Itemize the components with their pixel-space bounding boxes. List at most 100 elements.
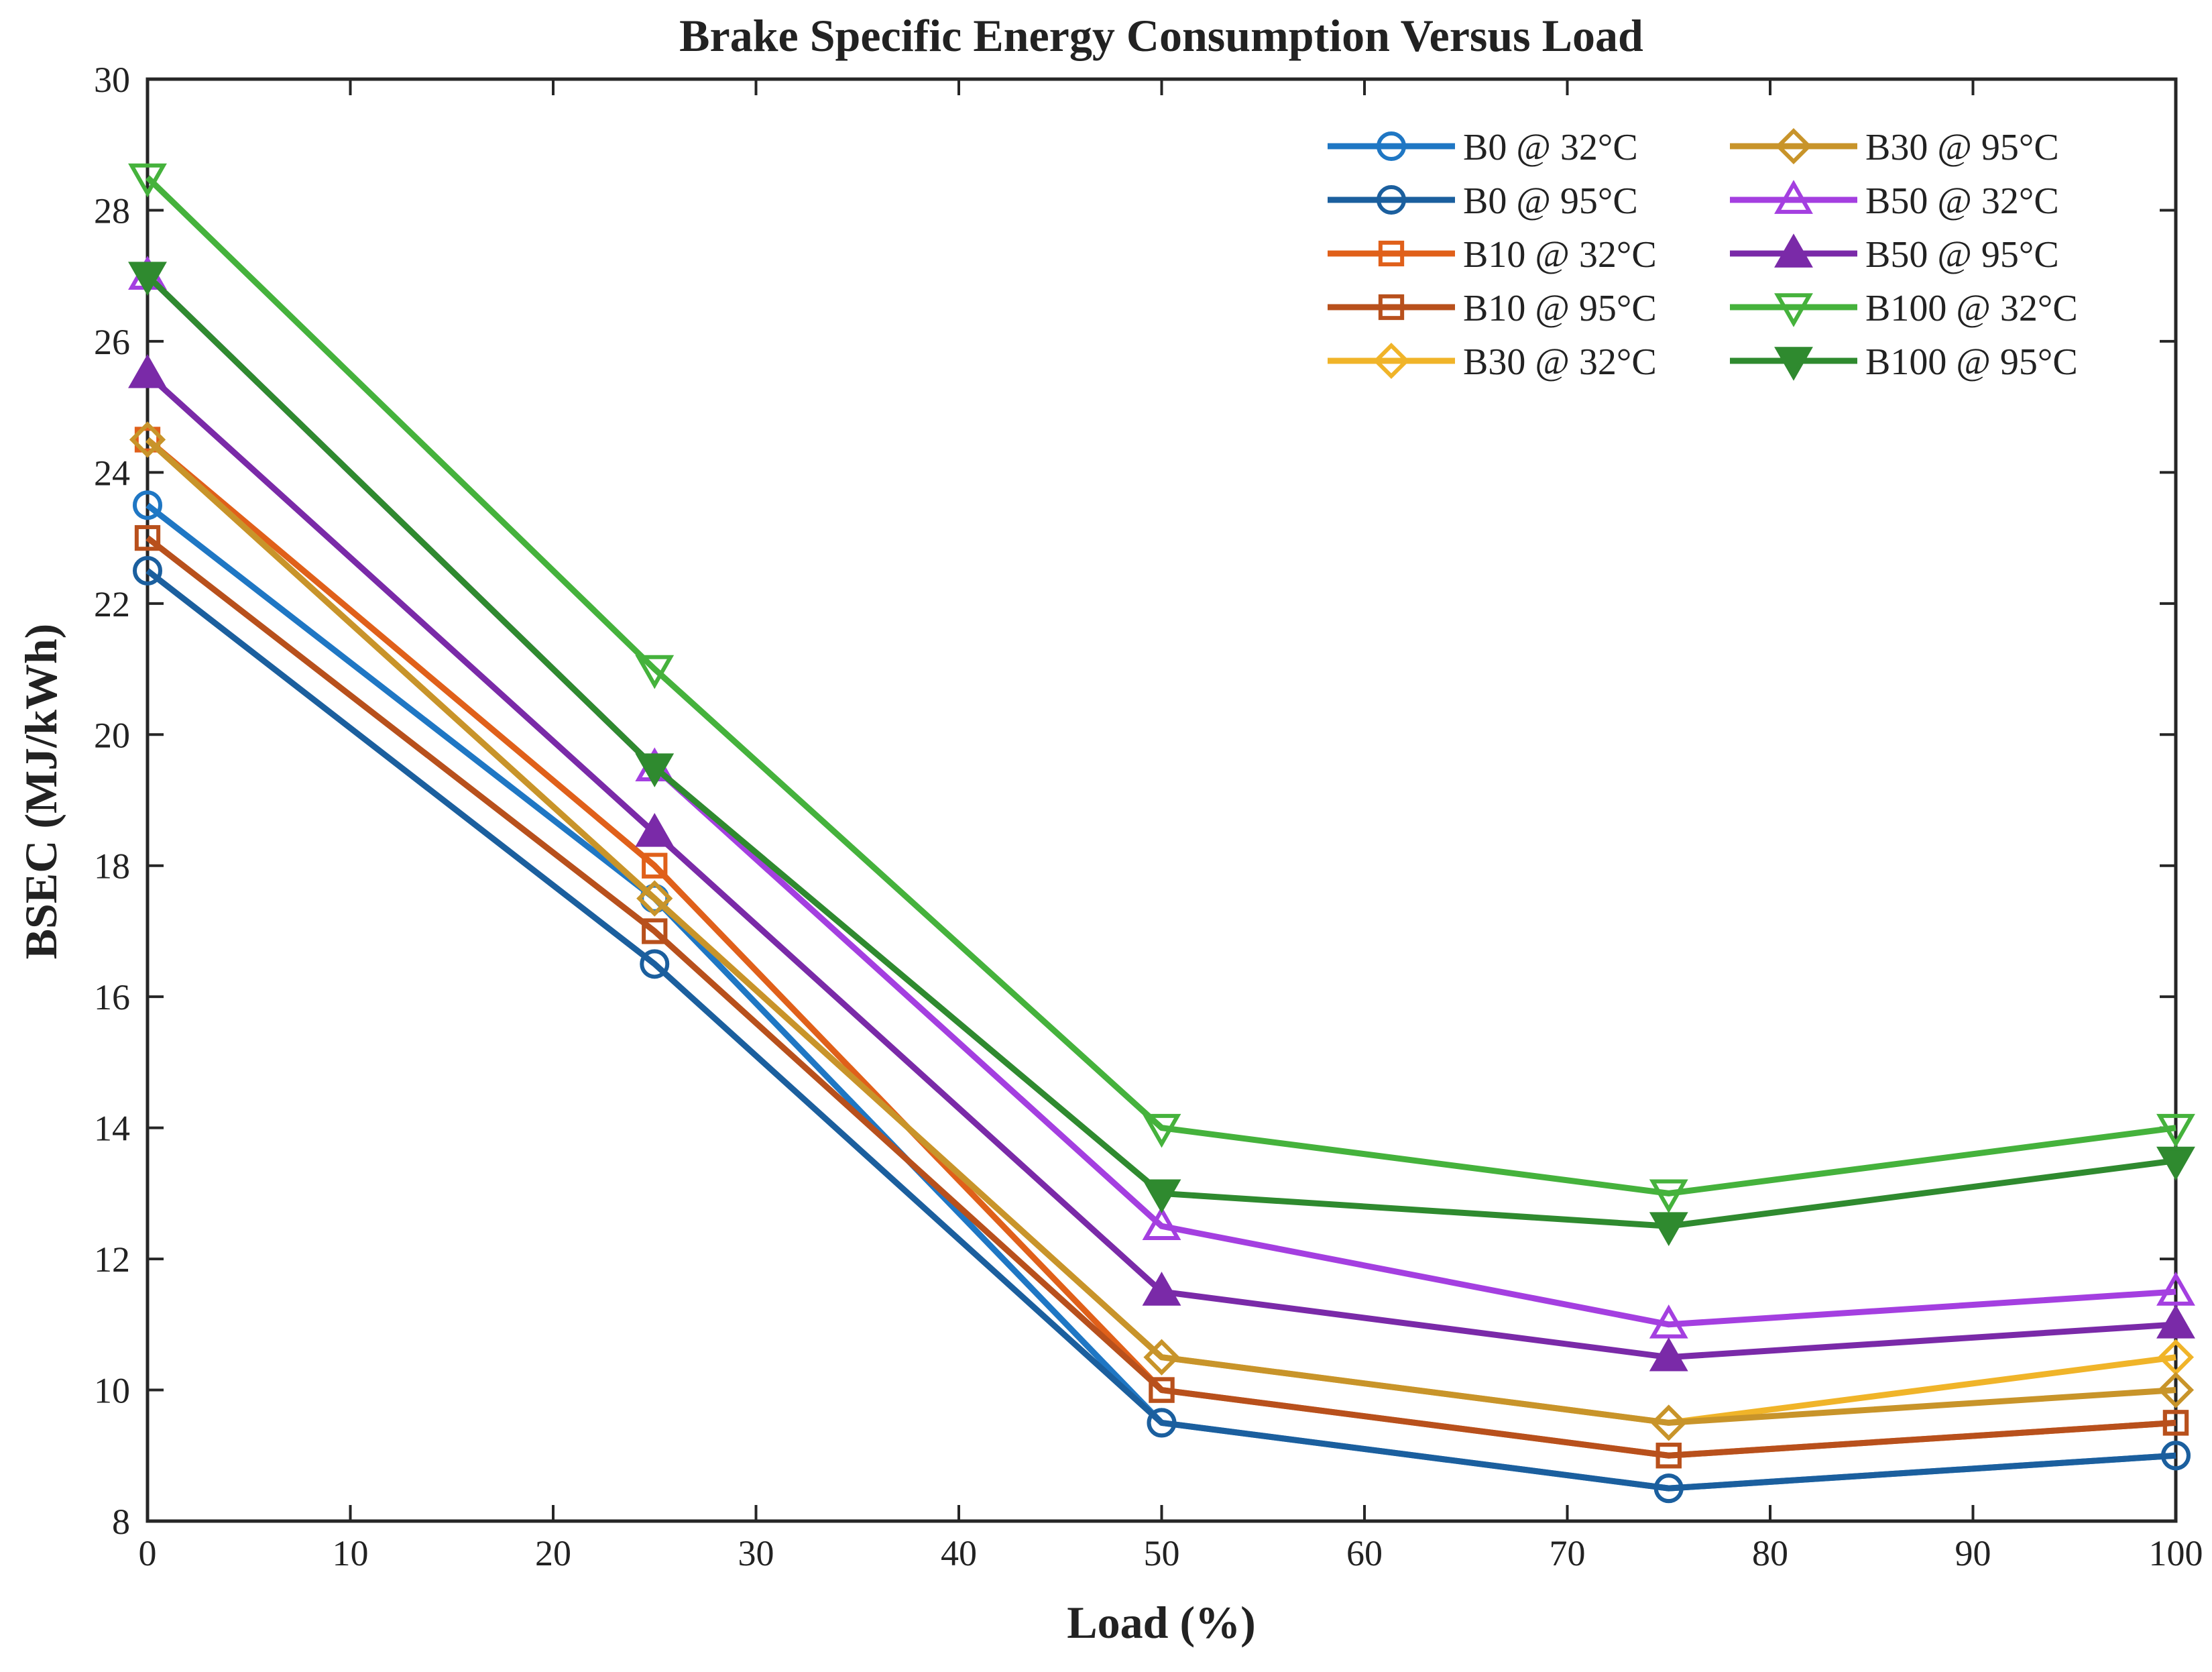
data-point — [1649, 1179, 1688, 1214]
series-line — [145, 568, 2176, 1492]
x-tick-label: 40 — [941, 1533, 977, 1573]
data-point — [128, 262, 167, 296]
data-point — [1655, 1443, 1682, 1469]
y-axis-label: BSEC (MJ/kWh) — [15, 624, 66, 960]
data-point — [642, 852, 668, 879]
y-tick-label: 28 — [94, 190, 130, 231]
legend-marker — [1774, 293, 1813, 327]
x-tick-label: 90 — [1955, 1533, 1991, 1573]
data-point — [1653, 1473, 1684, 1504]
data-point — [2156, 1272, 2195, 1306]
y-tick-label: 14 — [94, 1109, 130, 1149]
data-point — [635, 753, 675, 787]
legend-marker — [1378, 240, 1405, 267]
data-point — [128, 163, 167, 198]
x-tick-label: 50 — [1144, 1533, 1180, 1573]
x-tick-label: 70 — [1550, 1533, 1586, 1573]
legend: B0 @ 32°C B0 @ 95°C B10 @ 32°C B10 @ 95°C B3… — [1328, 127, 2078, 383]
data-point — [1142, 1179, 1181, 1214]
y-tick-label: 26 — [94, 322, 130, 362]
y-tick-label: 12 — [94, 1239, 130, 1280]
legend-label: B50 @ 95°C — [1865, 234, 2059, 276]
legend-marker — [1774, 347, 1813, 381]
y-tick-label: 18 — [94, 846, 130, 887]
legend-label: B10 @ 32°C — [1463, 234, 1657, 276]
series-line — [145, 175, 2176, 1196]
x-tick-label: 10 — [333, 1533, 369, 1573]
data-point — [1142, 1272, 1181, 1306]
y-tick-label: 24 — [94, 453, 130, 493]
y-tick-label: 22 — [94, 584, 130, 624]
data-point — [1147, 1408, 1177, 1438]
plot-layer: 0 10 20 30 40 50 60 70 80 90 100 8 10 12 14 16 18 20 22 24 2… — [94, 60, 2203, 1573]
legend-marker — [1775, 127, 1812, 165]
data-point — [133, 555, 162, 586]
legend-item: B50 @ 32°C — [1730, 180, 2059, 222]
series-line — [145, 273, 2176, 1229]
legend-item: B30 @ 95°C — [1730, 127, 2059, 168]
data-point — [2156, 1304, 2195, 1339]
x-tick-label: 0 — [139, 1533, 157, 1573]
series-b100-32-c — [128, 163, 2195, 1214]
legend-marker — [1774, 180, 1813, 214]
legend-item: B10 @ 95°C — [1328, 288, 1657, 329]
x-tick-label: 30 — [738, 1533, 774, 1573]
data-point — [129, 421, 166, 458]
legend-label: B0 @ 32°C — [1463, 127, 1638, 168]
data-point — [1143, 1339, 1180, 1376]
legend-item: B100 @ 32°C — [1730, 288, 2078, 329]
data-point — [2156, 1113, 2195, 1148]
data-point — [1649, 1304, 1688, 1339]
data-point — [134, 524, 161, 551]
legend-label: B10 @ 95°C — [1463, 288, 1657, 329]
legend-label: B30 @ 32°C — [1463, 341, 1657, 383]
x-tick-label: 100 — [2149, 1533, 2203, 1573]
data-point — [128, 353, 167, 388]
legend-label: B100 @ 32°C — [1865, 288, 2078, 329]
series-b100-95-c — [128, 262, 2195, 1247]
y-tick-label: 10 — [94, 1371, 130, 1411]
data-point — [134, 427, 161, 453]
legend-marker — [1373, 342, 1410, 380]
data-point — [1650, 1404, 1687, 1441]
data-point — [642, 918, 668, 944]
data-point — [2157, 1372, 2195, 1408]
legend-marker — [1377, 131, 1406, 161]
legend-item: B10 @ 32°C — [1328, 234, 1657, 276]
data-point — [1649, 1337, 1688, 1372]
legend-label: B30 @ 95°C — [1865, 127, 2059, 168]
series-b10-95-c — [134, 524, 2189, 1469]
legend-item: B0 @ 95°C — [1328, 180, 1638, 222]
data-point — [635, 655, 675, 689]
data-point — [640, 949, 670, 979]
series-b50-95-c — [128, 353, 2195, 1372]
legend-label: B100 @ 95°C — [1865, 341, 2078, 383]
x-tick-label: 20 — [535, 1533, 571, 1573]
y-tick-label: 16 — [94, 977, 130, 1017]
x-tick-label: 60 — [1346, 1533, 1383, 1573]
legend-item: B30 @ 32°C — [1328, 341, 1657, 383]
legend-marker — [1774, 233, 1813, 268]
data-point — [635, 813, 675, 847]
legend-item: B100 @ 95°C — [1730, 341, 2078, 383]
y-tick-label: 20 — [94, 715, 130, 755]
legend-item: B50 @ 95°C — [1730, 233, 2059, 276]
legend-marker — [1378, 294, 1405, 321]
data-point — [2162, 1410, 2189, 1436]
legend-marker — [1377, 185, 1406, 215]
y-tick-label: 8 — [112, 1502, 130, 1542]
data-point — [1649, 1212, 1688, 1247]
series-b30-95-c — [129, 421, 2195, 1441]
data-point — [1149, 1377, 1175, 1403]
legend-item: B0 @ 32°C — [1328, 127, 1638, 168]
x-axis-label: Load (%) — [1067, 1597, 1255, 1648]
legend-label: B50 @ 32°C — [1865, 180, 2059, 222]
y-tick-label: 30 — [94, 60, 130, 100]
data-point — [2161, 1441, 2191, 1471]
data-point — [1142, 1206, 1181, 1241]
series-line — [145, 437, 2176, 1426]
data-point — [2156, 1146, 2195, 1181]
data-point — [133, 490, 162, 520]
